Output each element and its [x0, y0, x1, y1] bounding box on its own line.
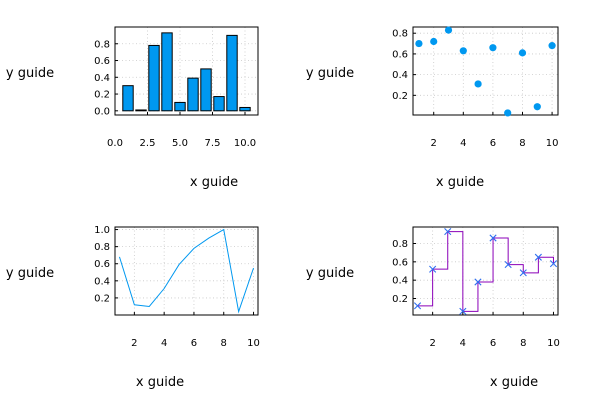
- x-tick-label: 10: [547, 338, 560, 349]
- x-tick-label: 0.0: [107, 138, 123, 149]
- y-tick-label: 0.4: [392, 276, 408, 287]
- bar: [239, 106, 251, 112]
- x-tick-label: 10: [247, 338, 260, 349]
- y-tick-label: 0.8: [392, 239, 408, 250]
- scatter-point: [459, 47, 467, 55]
- bar: [148, 44, 160, 112]
- y-tick-label: 0.2: [94, 90, 110, 101]
- x-tick-label: 8: [520, 338, 526, 349]
- y-tick-label: 0.4: [392, 70, 408, 81]
- series-line: [118, 228, 255, 314]
- scatter-point: [504, 109, 512, 117]
- x-tick-label: 2.5: [140, 138, 156, 149]
- y-tick-label: 0.6: [392, 49, 408, 60]
- point-marker: [534, 253, 542, 261]
- y-tick-label: 0.8: [94, 242, 110, 253]
- point-marker: [413, 302, 422, 310]
- x-tick-label: 2: [431, 138, 437, 149]
- plot-frame: [412, 26, 559, 116]
- x-tick-label: 10.0: [234, 138, 256, 149]
- scatter-point: [474, 80, 482, 88]
- bar: [226, 34, 238, 112]
- x-tick-label: 2: [131, 338, 137, 349]
- x-axis-label: x guide: [136, 375, 184, 390]
- x-tick-label: 8: [519, 138, 525, 149]
- x-axis-label: x guide: [190, 175, 238, 190]
- series-step-line: [417, 231, 554, 312]
- x-tick-label: 6: [490, 138, 496, 149]
- x-axis-label: x guide: [490, 375, 538, 390]
- point-marker: [429, 265, 437, 273]
- scatter-point: [444, 26, 453, 34]
- bar: [174, 101, 186, 112]
- y-tick-label: 0.8: [392, 29, 408, 40]
- scatter-point: [430, 37, 438, 46]
- y-tick-label: 0.4: [94, 276, 110, 287]
- x-tick-label: 4: [161, 338, 167, 349]
- y-tick-label: 0.0: [94, 106, 110, 117]
- x-axis-label: x guide: [436, 175, 484, 190]
- plot-frame: [114, 226, 259, 316]
- scatter-point: [415, 39, 423, 48]
- x-tick-label: 8: [221, 338, 227, 349]
- scatter-point: [489, 44, 497, 52]
- y-tick-label: 0.4: [94, 73, 110, 84]
- bar: [187, 77, 199, 112]
- y-tick-label: 0.2: [392, 294, 408, 305]
- bar: [122, 85, 134, 112]
- bar: [135, 109, 147, 112]
- point-marker: [444, 227, 452, 236]
- plot-frame: [412, 226, 559, 316]
- point-marker: [474, 278, 482, 286]
- y-axis-label: y guide: [6, 66, 54, 81]
- chart-panel-3: 2 4 6 8 10 0.2 0.4 0.6 0.8 1.0 x guide y guide: [6, 225, 260, 390]
- x-tick-label: 2: [429, 338, 435, 349]
- point-marker: [504, 260, 512, 269]
- scatter-point: [548, 42, 556, 50]
- x-tick-label: 4: [460, 138, 466, 149]
- x-tick-label: 6: [191, 338, 197, 349]
- x-tick-label: 7.5: [205, 138, 221, 149]
- x-tick-label: 10: [546, 138, 559, 149]
- plot-frame: [114, 26, 259, 116]
- point-marker: [549, 260, 558, 268]
- x-tick-label: 4: [460, 338, 466, 349]
- bar: [161, 32, 173, 112]
- scatter-point: [533, 103, 541, 111]
- bar: [200, 68, 212, 112]
- y-tick-label: 1.0: [94, 225, 110, 236]
- scatter-point: [518, 49, 527, 57]
- chart-panel-1: 0.0 2.5 5.0 7.5 10.0 0.0 0.2 0.4 0.6 0.8 x guide y …: [6, 26, 259, 190]
- chart-panel-2: 2 4 6 8 10 0.2 0.4 0.6 0.8 x guide y guide: [306, 26, 559, 190]
- chart-panel-4: 2 4 6 8 10 0.2 0.4 0.6 0.8 x guide y guide: [306, 226, 560, 390]
- x-tick-label: 5.0: [172, 138, 188, 149]
- y-axis-label: y guide: [306, 66, 354, 81]
- y-axis-label: y guide: [6, 266, 54, 281]
- point-marker: [489, 234, 497, 242]
- bar: [213, 96, 225, 112]
- point-marker: [459, 307, 467, 315]
- y-axis-label: y guide: [306, 266, 354, 281]
- y-tick-label: 0.6: [94, 259, 110, 270]
- y-tick-label: 0.8: [94, 39, 110, 50]
- y-tick-label: 0.2: [392, 91, 408, 102]
- y-tick-label: 0.2: [94, 293, 110, 304]
- y-tick-label: 0.6: [94, 56, 110, 67]
- point-marker: [519, 269, 527, 277]
- y-tick-label: 0.6: [392, 257, 408, 268]
- x-tick-label: 6: [490, 338, 496, 349]
